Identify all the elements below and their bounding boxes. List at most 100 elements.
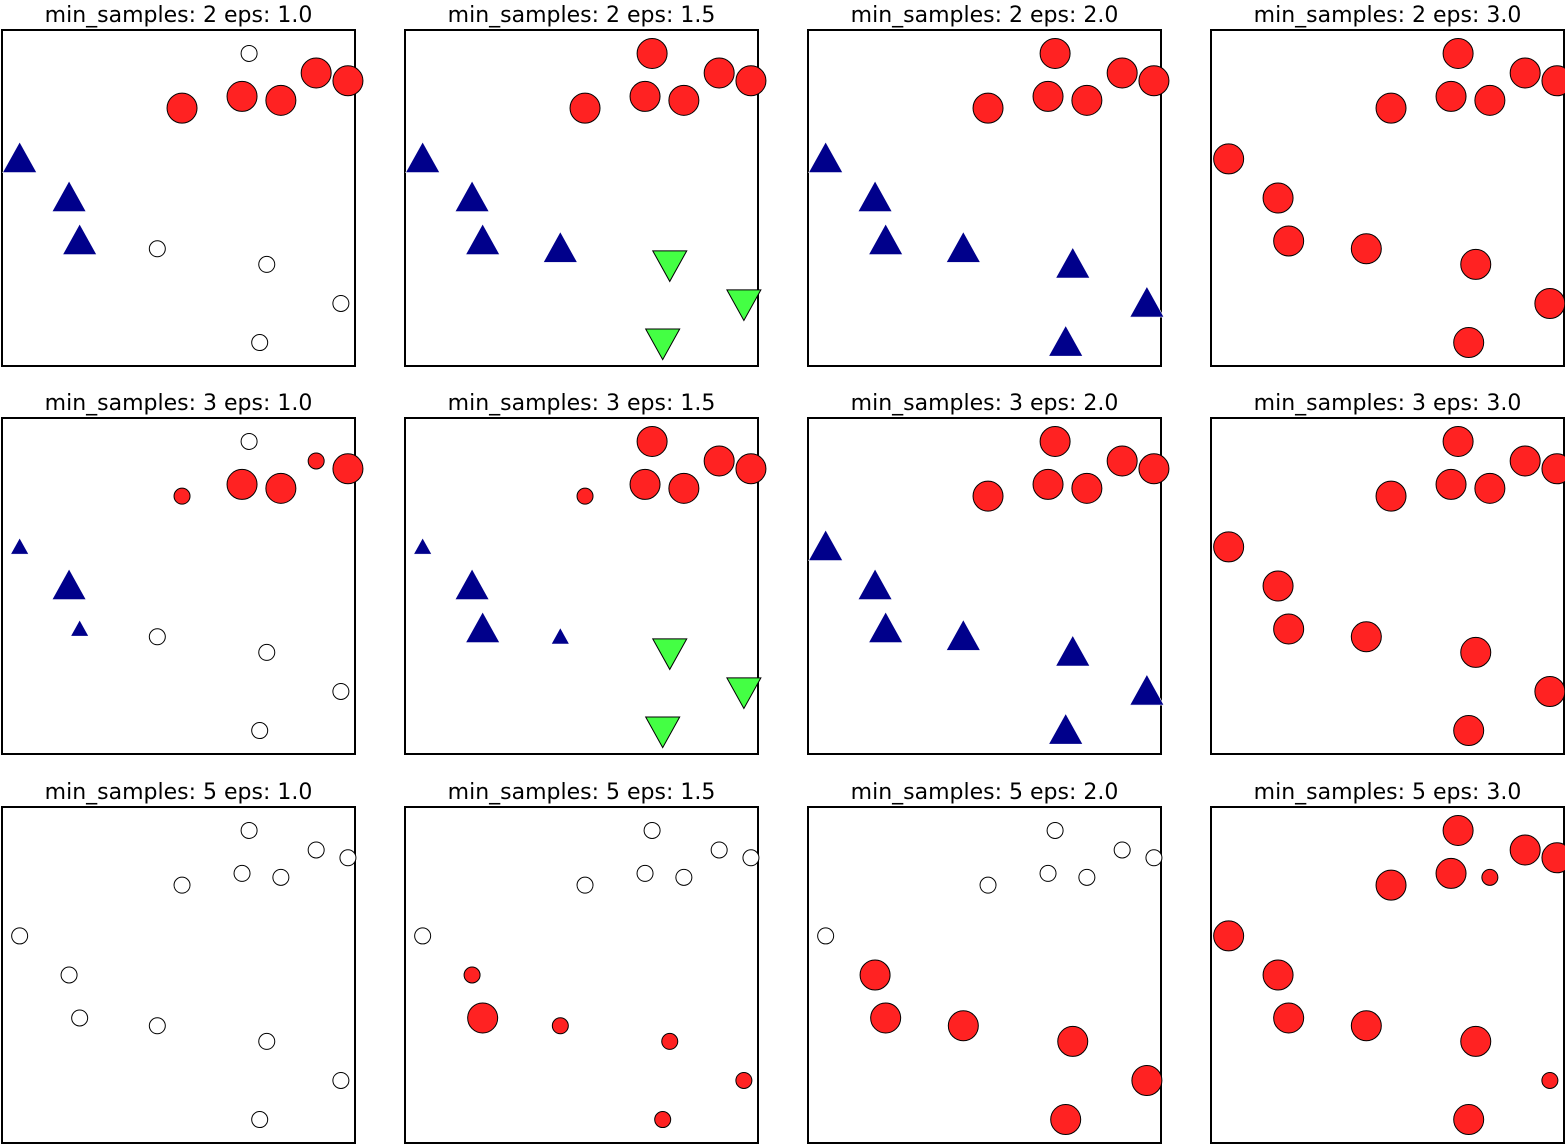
cluster-0-point [947, 1010, 979, 1042]
cluster-0-point [1481, 868, 1499, 886]
cluster-1-point [10, 537, 30, 555]
cluster-1-point [454, 568, 490, 600]
panel-3: min_samples: 2 eps: 2.0 [807, 3, 1170, 367]
noise-point [148, 240, 166, 258]
cluster-1-point [1055, 246, 1091, 279]
noise-point [576, 876, 594, 894]
cluster-1-point [1129, 285, 1165, 318]
noise-point [1145, 849, 1163, 867]
panel-title: min_samples: 2 eps: 1.5 [448, 3, 716, 28]
cluster-0-point [332, 453, 364, 485]
cluster-1-point [405, 141, 441, 173]
cluster-0-point [1534, 287, 1565, 319]
cluster-1-point [868, 223, 904, 255]
panel-5: min_samples: 3 eps: 1.0 [1, 391, 364, 755]
noise-point [251, 722, 269, 740]
noise-point [710, 841, 728, 859]
cluster-0-point [870, 1002, 902, 1034]
cluster-0-point [636, 425, 668, 457]
noise-point [1039, 864, 1057, 882]
noise-point [332, 682, 350, 700]
cluster-0-point [1509, 445, 1541, 477]
cluster-1-point [1129, 673, 1165, 706]
cluster-0-point [668, 84, 700, 116]
panel-12: min_samples: 5 eps: 3.0 [1210, 780, 1565, 1144]
cluster-2-point [644, 716, 681, 749]
noise-point [636, 864, 654, 882]
cluster-0-point [629, 468, 661, 500]
cluster-1-point [857, 568, 893, 600]
cluster-0-point [332, 65, 364, 97]
cluster-1-point [808, 141, 844, 173]
cluster-0-point [166, 92, 198, 124]
noise-point [148, 1017, 166, 1035]
plot-frame [1, 806, 356, 1144]
cluster-0-point [668, 472, 700, 504]
cluster-2-point [651, 638, 688, 671]
cluster-0-point [576, 487, 594, 505]
noise-point [1046, 821, 1064, 839]
noise-point [1078, 868, 1096, 886]
cluster-0-point [1375, 480, 1407, 512]
cluster-0-point [300, 57, 332, 89]
cluster-2-point [726, 677, 762, 710]
panel-7: min_samples: 3 eps: 2.0 [807, 391, 1170, 755]
cluster-0-point [1262, 570, 1294, 602]
cluster-1-point [550, 627, 570, 645]
plot-frame [1, 29, 356, 367]
noise-point [251, 1111, 269, 1129]
noise-point [339, 849, 357, 867]
noise-point [240, 44, 258, 62]
cluster-0-point [1138, 65, 1170, 97]
cluster-0-point [1509, 834, 1541, 866]
cluster-0-point [1350, 233, 1382, 265]
noise-point [173, 876, 191, 894]
cluster-1-point [868, 611, 904, 643]
panel-title: min_samples: 3 eps: 1.5 [448, 391, 716, 416]
cluster-0-point [1213, 143, 1245, 175]
noise-point [817, 927, 835, 945]
cluster-0-point [859, 959, 891, 991]
panel-title: min_samples: 5 eps: 2.0 [851, 780, 1119, 805]
cluster-0-point [1534, 675, 1565, 707]
cluster-0-point [1442, 425, 1474, 457]
noise-point [71, 1009, 89, 1027]
cluster-0-point [1273, 225, 1305, 257]
cluster-0-point [265, 84, 297, 116]
cluster-1-point [542, 231, 578, 263]
noise-point [272, 868, 290, 886]
cluster-0-point [703, 445, 735, 477]
panel-title: min_samples: 5 eps: 1.0 [45, 780, 313, 805]
panel-title: min_samples: 5 eps: 3.0 [1254, 780, 1522, 805]
noise-point [233, 864, 251, 882]
cluster-0-point [1509, 57, 1541, 89]
cluster-0-point [1442, 814, 1474, 846]
cluster-0-point [265, 472, 297, 504]
cluster-0-point [1460, 1025, 1492, 1057]
cluster-0-point [1213, 531, 1245, 563]
cluster-1-point [70, 619, 90, 637]
cluster-0-point [1474, 84, 1506, 116]
panel-title: min_samples: 5 eps: 1.5 [448, 780, 716, 805]
cluster-0-point [1032, 80, 1064, 112]
panel-11: min_samples: 5 eps: 2.0 [807, 780, 1163, 1144]
cluster-0-point [1453, 1104, 1485, 1136]
noise-point [979, 876, 997, 894]
cluster-0-point [1262, 959, 1294, 991]
cluster-0-point [735, 1071, 753, 1089]
cluster-0-point [463, 966, 481, 984]
cluster-0-point [1453, 715, 1485, 747]
panel-title: min_samples: 3 eps: 1.0 [45, 391, 313, 416]
cluster-0-point [972, 480, 1004, 512]
noise-point [307, 841, 325, 859]
cluster-0-point [1273, 1002, 1305, 1034]
cluster-1-point [945, 619, 981, 651]
noise-point [60, 966, 78, 984]
cluster-2-point [726, 289, 762, 322]
cluster-0-point [1350, 621, 1382, 653]
cluster-0-point [735, 65, 767, 97]
cluster-0-point [735, 453, 767, 485]
noise-point [742, 849, 760, 867]
panel-9: min_samples: 5 eps: 1.0 [1, 780, 357, 1144]
noise-point [11, 927, 29, 945]
